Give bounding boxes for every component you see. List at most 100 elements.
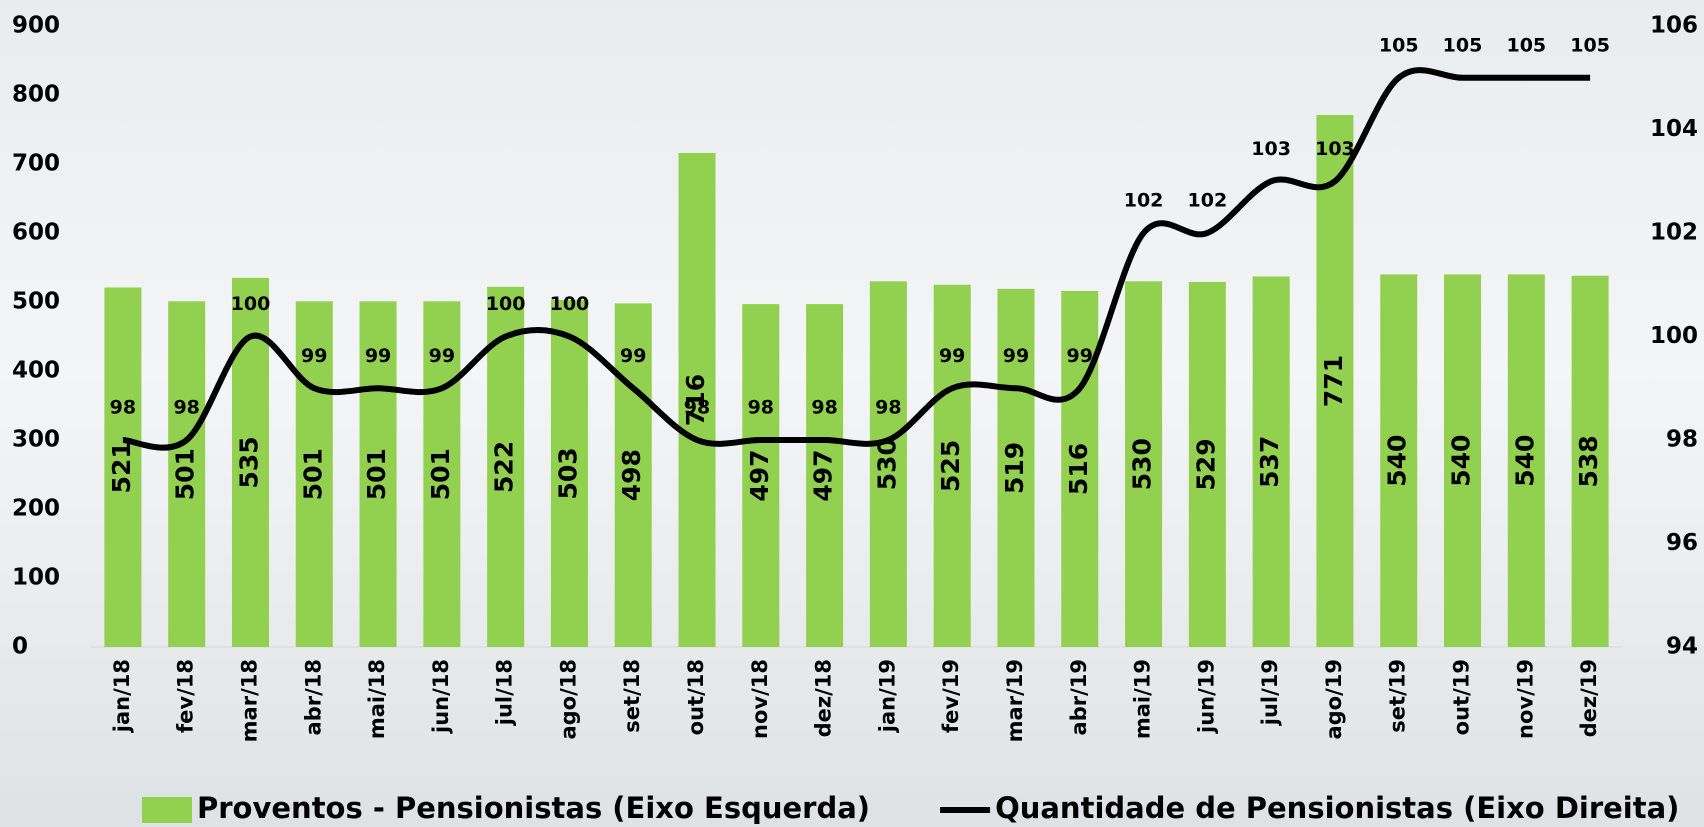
y-tick-label: 900 xyxy=(12,13,60,39)
y-tick-label: 300 xyxy=(12,427,60,453)
bar xyxy=(1061,290,1099,647)
y-tick-label: 800 xyxy=(12,82,60,108)
x-tick-label: out/19 xyxy=(1450,659,1474,735)
x-tick-label: set/18 xyxy=(620,659,644,733)
x-tick-label: ago/19 xyxy=(1322,659,1346,740)
y-tick-label: 200 xyxy=(12,496,60,522)
bar-value-label: 716 xyxy=(681,374,710,426)
bar xyxy=(1125,281,1163,647)
bar xyxy=(1252,276,1290,647)
bar-value-label: 540 xyxy=(1447,435,1476,487)
legend-swatch xyxy=(142,797,192,823)
y2-tick-label: 100 xyxy=(1650,323,1698,349)
x-tick-label: ago/18 xyxy=(556,659,580,740)
y-tick-label: 100 xyxy=(12,565,60,591)
line-value-label: 102 xyxy=(1188,190,1228,212)
y2-tick-label: 96 xyxy=(1666,530,1698,556)
x-tick-label: fev/18 xyxy=(174,659,198,733)
x-tick-label: abr/18 xyxy=(301,659,325,735)
line-value-label: 99 xyxy=(1067,345,1093,367)
bar xyxy=(933,284,971,647)
y-tick-label: 700 xyxy=(12,151,60,177)
y2-tick-label: 106 xyxy=(1650,13,1698,39)
line-value-label: 99 xyxy=(365,345,391,367)
x-tick-label: mai/18 xyxy=(365,659,389,739)
line-value-label: 98 xyxy=(110,397,136,419)
line-value-label: 98 xyxy=(684,397,710,419)
bar xyxy=(359,301,397,647)
x-tick-label: jun/18 xyxy=(429,659,453,734)
y-tick-label: 600 xyxy=(12,220,60,246)
bar xyxy=(295,301,333,647)
bar-value-label: 530 xyxy=(872,438,901,490)
bar-value-label: 501 xyxy=(171,448,200,500)
line-value-label: 105 xyxy=(1506,34,1546,56)
y2-tick-label: 102 xyxy=(1650,220,1698,246)
line xyxy=(122,67,1591,451)
bar-value-label: 521 xyxy=(107,441,136,493)
bar xyxy=(614,303,652,647)
bar-value-label: 519 xyxy=(1000,442,1029,494)
bar xyxy=(168,301,206,647)
line-value-label: 98 xyxy=(748,397,774,419)
y-tick-label: 0 xyxy=(12,634,28,660)
y2-tick-label: 104 xyxy=(1650,116,1698,142)
line-value-label: 99 xyxy=(429,345,455,367)
x-tick-label: jan/19 xyxy=(875,659,899,733)
bar-value-label: 540 xyxy=(1383,435,1412,487)
y-tick-label: 500 xyxy=(12,289,60,315)
bar-value-label: 540 xyxy=(1510,435,1539,487)
x-tick-label: set/19 xyxy=(1386,659,1410,733)
x-tick-label: jul/18 xyxy=(493,659,517,726)
x-tick-label: jan/18 xyxy=(110,659,134,733)
bar xyxy=(806,304,844,647)
bar-value-label: 535 xyxy=(234,436,263,488)
bar-value-label: 771 xyxy=(1319,355,1348,407)
bar-value-label: 529 xyxy=(1191,438,1220,490)
line-value-label: 105 xyxy=(1443,34,1483,56)
bar xyxy=(997,288,1035,647)
x-tick-label: dez/19 xyxy=(1577,659,1601,737)
bar-value-label: 525 xyxy=(936,440,965,492)
legend-label: Quantidade de Pensionistas (Eixo Direita… xyxy=(995,791,1679,825)
x-tick-label: nov/18 xyxy=(748,659,772,739)
bar xyxy=(550,299,588,647)
bar xyxy=(104,287,142,647)
bar xyxy=(742,304,780,647)
line-value-label: 99 xyxy=(620,345,646,367)
bar xyxy=(423,301,461,647)
line-value-label: 98 xyxy=(875,397,901,419)
line-value-label: 99 xyxy=(1003,345,1029,367)
line-value-label: 103 xyxy=(1251,138,1291,160)
line-value-label: 99 xyxy=(301,345,327,367)
line-value-label: 99 xyxy=(939,345,965,367)
line-value-label: 103 xyxy=(1315,138,1355,160)
x-tick-label: abr/19 xyxy=(1067,659,1091,735)
bar-value-label: 497 xyxy=(745,449,774,501)
line-value-label: 100 xyxy=(231,293,271,315)
x-tick-label: out/18 xyxy=(684,659,708,735)
bar-value-label: 537 xyxy=(1255,436,1284,488)
bar-value-label: 538 xyxy=(1574,435,1603,487)
line-value-label: 105 xyxy=(1379,34,1419,56)
bar xyxy=(1316,115,1354,647)
bar-value-label: 501 xyxy=(298,448,327,500)
x-tick-label: mai/19 xyxy=(1131,659,1155,739)
line-value-label: 100 xyxy=(550,293,590,315)
x-tick-label: jun/19 xyxy=(1194,659,1218,734)
bar-value-label: 501 xyxy=(426,448,455,500)
x-tick-label: jul/19 xyxy=(1258,659,1282,726)
bar-value-label: 498 xyxy=(617,449,646,501)
line-value-label: 102 xyxy=(1124,190,1164,212)
x-tick-label: nov/19 xyxy=(1513,659,1537,739)
x-tick-label: mar/19 xyxy=(1003,659,1027,742)
y-tick-label: 400 xyxy=(12,358,60,384)
bar xyxy=(1380,274,1418,647)
line-value-label: 100 xyxy=(486,293,526,315)
bar xyxy=(1571,275,1609,647)
x-tick-label: mar/18 xyxy=(237,659,261,742)
y2-tick-label: 98 xyxy=(1666,427,1698,453)
bar-value-label: 516 xyxy=(1064,443,1093,495)
y2-tick-label: 94 xyxy=(1666,634,1698,660)
